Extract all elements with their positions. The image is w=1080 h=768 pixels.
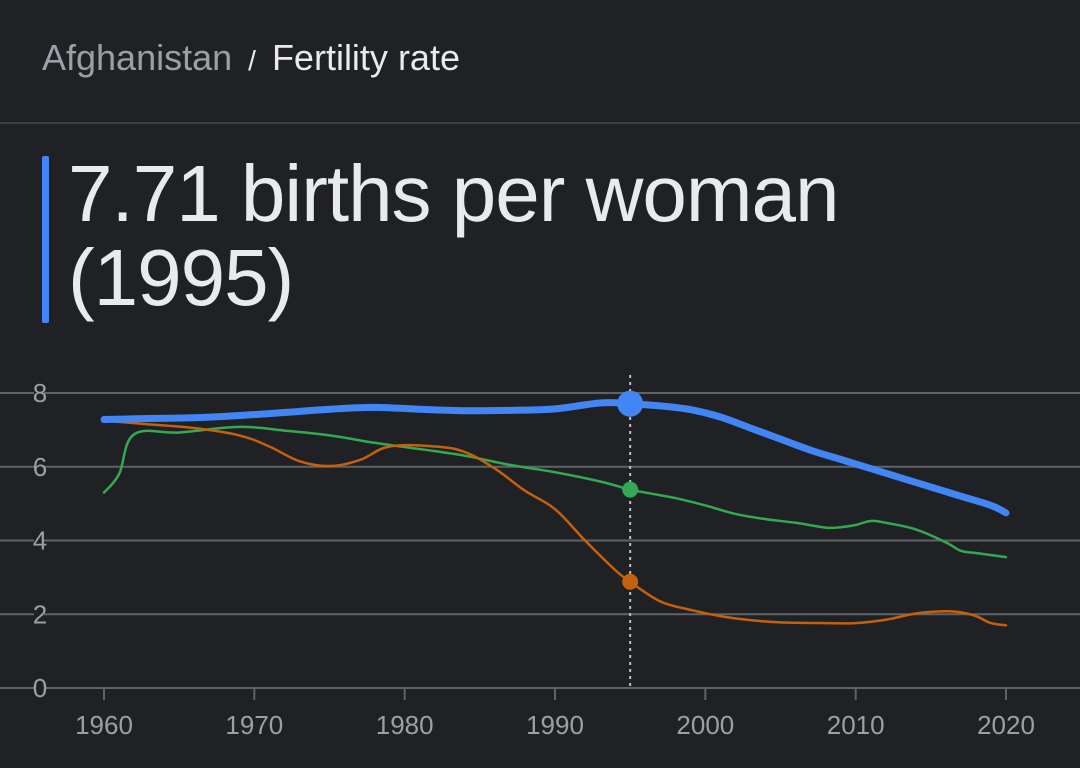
headline-value: 7.71 births per woman (1995) (68, 152, 1058, 320)
header-divider (0, 122, 1080, 124)
y-tick-label: 4 (33, 526, 47, 556)
series-lines[interactable] (100, 399, 1010, 627)
highlight-point (622, 481, 639, 498)
y-axis-ticks: 0 2 4 6 8 (33, 378, 47, 703)
headline-accent-bar (42, 156, 49, 323)
x-tick-label: 2010 (827, 710, 885, 740)
gridlines (0, 392, 1080, 689)
breadcrumb-metric: Fertility rate (271, 37, 460, 78)
y-tick-label: 2 (33, 599, 47, 629)
x-tick-label: 1990 (526, 710, 584, 740)
series-line-green[interactable] (102, 425, 1008, 559)
headline-year: (1995) (68, 233, 294, 322)
highlight-markers (617, 390, 644, 590)
breadcrumb: Afghanistan / Fertility rate (42, 36, 460, 83)
y-tick-label: 8 (33, 378, 47, 408)
x-tick-label: 2000 (676, 710, 734, 740)
x-tick-label: 1970 (225, 710, 283, 740)
series-line-blue[interactable] (100, 399, 1010, 517)
series-line-orange[interactable] (102, 419, 1008, 627)
fertility-line-chart[interactable]: 0 2 4 6 8 1960 1970 1980 1990 2000 2010 2020 (0, 360, 1080, 768)
headline-value-text: 7.71 births per woman (68, 149, 840, 238)
x-tick-label: 1960 (75, 710, 133, 740)
x-axis-ticks: 1960 1970 1980 1990 2000 2010 2020 (75, 688, 1035, 740)
y-tick-label: 6 (33, 452, 47, 482)
breadcrumb-country[interactable]: Afghanistan (42, 37, 233, 78)
x-tick-label: 1980 (376, 710, 434, 740)
highlight-point (622, 573, 639, 590)
x-tick-label: 2020 (977, 710, 1035, 740)
breadcrumb-separator: / (248, 45, 256, 76)
y-tick-label: 0 (33, 673, 47, 703)
highlight-point (617, 390, 644, 417)
